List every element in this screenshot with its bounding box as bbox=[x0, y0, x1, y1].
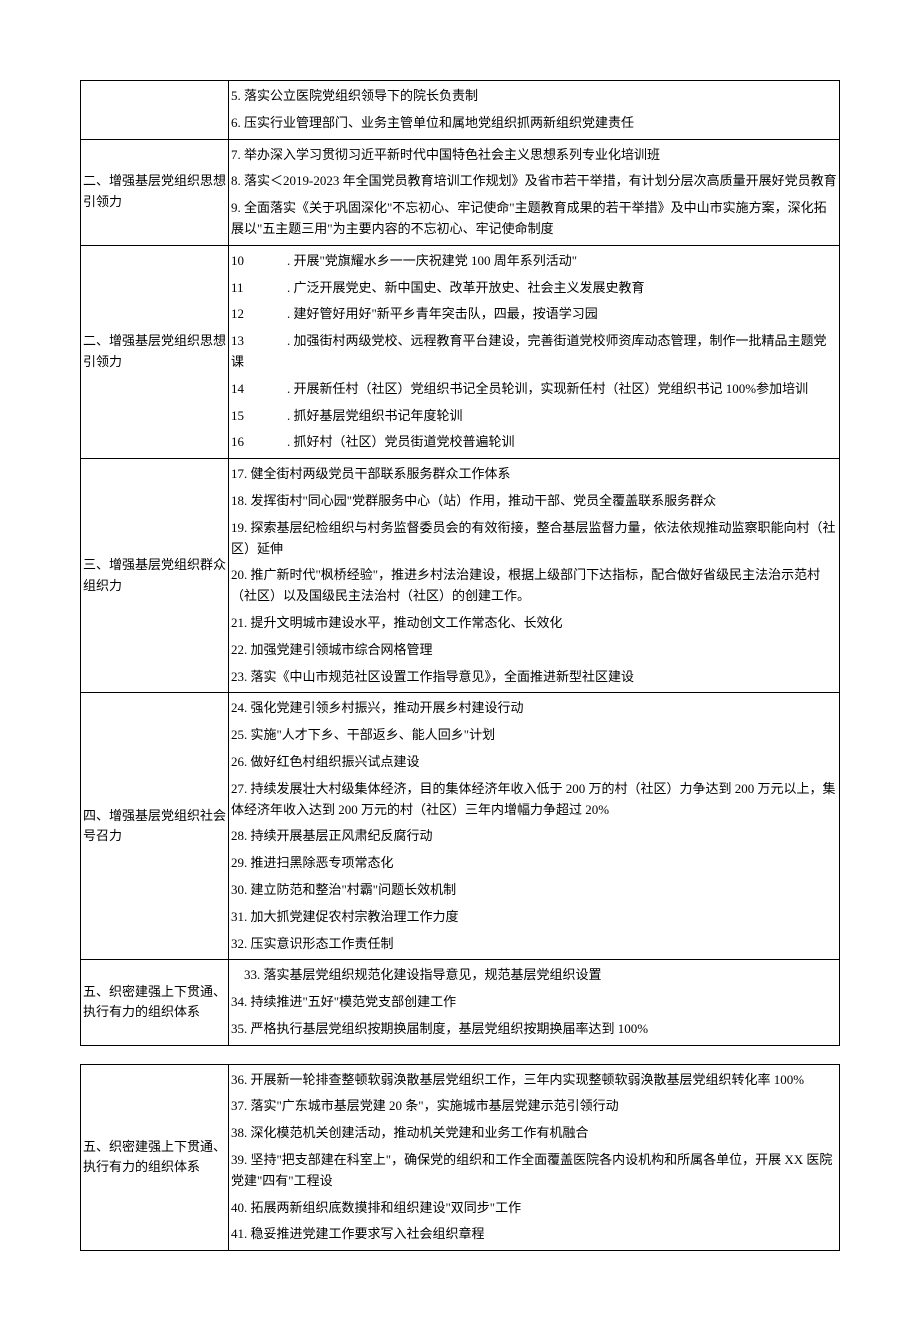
item-number: 11 bbox=[231, 278, 287, 299]
list-item: 28. 持续开展基层正风肃纪反腐行动 bbox=[231, 823, 837, 850]
content-table-2: 五、织密建强上下贯通、执行有力的组织体系36. 开展新一轮排查整顿软弱涣散基层党… bbox=[80, 1064, 840, 1252]
list-item: 39. 坚持"把支部建在科室上"，确保党的组织和工作全面覆盖医院各内设机构和所属… bbox=[231, 1147, 837, 1195]
list-item: 33. 落实基层党组织规范化建设指导意见，规范基层党组织设置 bbox=[231, 962, 837, 989]
list-item: 7. 举办深入学习贯彻习近平新时代中国特色社会主义思想系列专业化培训班 bbox=[231, 142, 837, 169]
list-item: 12. 建好管好用好"新平乡青年突击队，四最，按语学习园 bbox=[231, 301, 837, 328]
item-text: . 加强街村两级党校、远程教育平台建设，完善街道党校师资库动态管理，制作一批精品… bbox=[231, 333, 827, 369]
item-text: . 抓好村（社区）党员街道党校普遍轮训 bbox=[287, 434, 515, 449]
list-item: 10. 开展"党旗耀水乡一一庆祝建党 100 周年系列活动" bbox=[231, 248, 837, 275]
section-label: 二、增强基层党组织思想引领力 bbox=[81, 139, 229, 245]
section-label: 三、增强基层党组织群众组织力 bbox=[81, 459, 229, 693]
list-item: 36. 开展新一轮排查整顿软弱涣散基层党组织工作，三年内实现整顿软弱涣散基层党组… bbox=[231, 1067, 837, 1094]
section-content: 5. 落实公立医院党组织领导下的院长负责制6. 压实行业管理部门、业务主管单位和… bbox=[229, 81, 840, 140]
list-item: 20. 推广新时代"枫桥经验"，推进乡村法治建设，根据上级部门下达指标，配合做好… bbox=[231, 562, 837, 610]
item-number: 14 bbox=[231, 379, 287, 400]
list-item: 23. 落实《中山市规范社区设置工作指导意见》，全面推进新型社区建设 bbox=[231, 664, 837, 691]
list-item: 14. 开展新任村（社区）党组织书记全员轮训，实现新任村（社区）党组织书记 10… bbox=[231, 376, 837, 403]
list-item: 22. 加强党建引领城市综合网格管理 bbox=[231, 637, 837, 664]
list-item: 9. 全面落实《关于巩固深化"不忘初心、牢记使命"主题教育成果的若干举措》及中山… bbox=[231, 195, 837, 243]
table-row: 三、增强基层党组织群众组织力17. 健全街村两级党员干部联系服务群众工作体系18… bbox=[81, 459, 840, 693]
list-item: 11. 广泛开展党史、新中国史、改革开放史、社会主义发展史教育 bbox=[231, 275, 837, 302]
table-row: 5. 落实公立医院党组织领导下的院长负责制6. 压实行业管理部门、业务主管单位和… bbox=[81, 81, 840, 140]
list-item: 30. 建立防范和整治"村霸"问题长效机制 bbox=[231, 877, 837, 904]
list-item: 38. 深化模范机关创建活动，推动机关党建和业务工作有机融合 bbox=[231, 1120, 837, 1147]
section-content: 10. 开展"党旗耀水乡一一庆祝建党 100 周年系列活动"11. 广泛开展党史… bbox=[229, 245, 840, 458]
item-text: . 抓好基层党组织书记年度轮训 bbox=[287, 408, 463, 423]
section-label: 二、增强基层党组织思想引领力 bbox=[81, 245, 229, 458]
table-row: 二、增强基层党组织思想引领力10. 开展"党旗耀水乡一一庆祝建党 100 周年系… bbox=[81, 245, 840, 458]
list-item: 31. 加大抓党建促农村宗教治理工作力度 bbox=[231, 904, 837, 931]
section-content: 33. 落实基层党组织规范化建设指导意见，规范基层党组织设置34. 持续推进"五… bbox=[229, 960, 840, 1045]
list-item: 16. 抓好村（社区）党员街道党校普遍轮训 bbox=[231, 429, 837, 456]
list-item: 34. 持续推进"五好"模范党支部创建工作 bbox=[231, 989, 837, 1016]
list-item: 40. 拓展两新组织底数摸排和组织建设"双同步"工作 bbox=[231, 1195, 837, 1222]
list-item: 19. 探索基层纪检组织与村务监督委员会的有效衔接，整合基层监督力量，依法依规推… bbox=[231, 515, 837, 563]
list-item: 37. 落实"广东城市基层党建 20 条"，实施城市基层党建示范引领行动 bbox=[231, 1093, 837, 1120]
list-item: 35. 严格执行基层党组织按期换届制度，基层党组织按期换届率达到 100% bbox=[231, 1016, 837, 1043]
table-row: 二、增强基层党组织思想引领力7. 举办深入学习贯彻习近平新时代中国特色社会主义思… bbox=[81, 139, 840, 245]
item-number: 13 bbox=[231, 331, 287, 352]
table-row: 五、织密建强上下贯通、执行有力的组织体系36. 开展新一轮排查整顿软弱涣散基层党… bbox=[81, 1064, 840, 1251]
section-content: 36. 开展新一轮排查整顿软弱涣散基层党组织工作，三年内实现整顿软弱涣散基层党组… bbox=[229, 1064, 840, 1251]
list-item: 13. 加强街村两级党校、远程教育平台建设，完善街道党校师资库动态管理，制作一批… bbox=[231, 328, 837, 376]
content-table-1: 5. 落实公立医院党组织领导下的院长负责制6. 压实行业管理部门、业务主管单位和… bbox=[80, 80, 840, 1046]
list-item: 15. 抓好基层党组织书记年度轮训 bbox=[231, 403, 837, 430]
table-row: 五、织密建强上下贯通、执行有力的组织体系 33. 落实基层党组织规范化建设指导意… bbox=[81, 960, 840, 1045]
section-label: 五、织密建强上下贯通、执行有力的组织体系 bbox=[81, 1064, 229, 1251]
list-item: 27. 持续发展壮大村级集体经济，目的集体经济年收入低于 200 万的村（社区）… bbox=[231, 776, 837, 824]
list-item: 17. 健全街村两级党员干部联系服务群众工作体系 bbox=[231, 461, 837, 488]
list-item: 21. 提升文明城市建设水平，推动创文工作常态化、长效化 bbox=[231, 610, 837, 637]
item-number: 10 bbox=[231, 251, 287, 272]
section-content: 17. 健全街村两级党员干部联系服务群众工作体系18. 发挥街村"同心园"党群服… bbox=[229, 459, 840, 693]
section-label bbox=[81, 81, 229, 140]
list-item: 5. 落实公立医院党组织领导下的院长负责制 bbox=[231, 83, 837, 110]
section-label: 四、增强基层党组织社会号召力 bbox=[81, 693, 229, 960]
list-item: 6. 压实行业管理部门、业务主管单位和属地党组织抓两新组织党建责任 bbox=[231, 110, 837, 137]
list-item: 32. 压实意识形态工作责任制 bbox=[231, 931, 837, 958]
list-item: 18. 发挥街村"同心园"党群服务中心（站）作用，推动干部、党员全覆盖联系服务群… bbox=[231, 488, 837, 515]
item-number: 16 bbox=[231, 432, 287, 453]
section-content: 7. 举办深入学习贯彻习近平新时代中国特色社会主义思想系列专业化培训班8. 落实… bbox=[229, 139, 840, 245]
item-text: . 开展新任村（社区）党组织书记全员轮训，实现新任村（社区）党组织书记 100%… bbox=[287, 381, 808, 396]
list-item: 8. 落实＜2019-2023 年全国党员教育培训工作规划》及省市若干举措，有计… bbox=[231, 168, 837, 195]
list-item: 26. 做好红色村组织振兴试点建设 bbox=[231, 749, 837, 776]
section-content: 24. 强化党建引领乡村振兴，推动开展乡村建设行动25. 实施"人才下乡、干部返… bbox=[229, 693, 840, 960]
item-number: 12 bbox=[231, 304, 287, 325]
item-text: . 建好管好用好"新平乡青年突击队，四最，按语学习园 bbox=[287, 306, 598, 321]
list-item: 24. 强化党建引领乡村振兴，推动开展乡村建设行动 bbox=[231, 695, 837, 722]
list-item: 41. 稳妥推进党建工作要求写入社会组织章程 bbox=[231, 1221, 837, 1248]
table-gap bbox=[80, 1046, 840, 1064]
item-text: . 广泛开展党史、新中国史、改革开放史、社会主义发展史教育 bbox=[287, 280, 645, 295]
list-item: 25. 实施"人才下乡、干部返乡、能人回乡"计划 bbox=[231, 722, 837, 749]
table-row: 四、增强基层党组织社会号召力24. 强化党建引领乡村振兴，推动开展乡村建设行动2… bbox=[81, 693, 840, 960]
list-item: 29. 推进扫黑除恶专项常态化 bbox=[231, 850, 837, 877]
section-label: 五、织密建强上下贯通、执行有力的组织体系 bbox=[81, 960, 229, 1045]
item-number: 15 bbox=[231, 406, 287, 427]
item-text: . 开展"党旗耀水乡一一庆祝建党 100 周年系列活动" bbox=[287, 253, 577, 268]
